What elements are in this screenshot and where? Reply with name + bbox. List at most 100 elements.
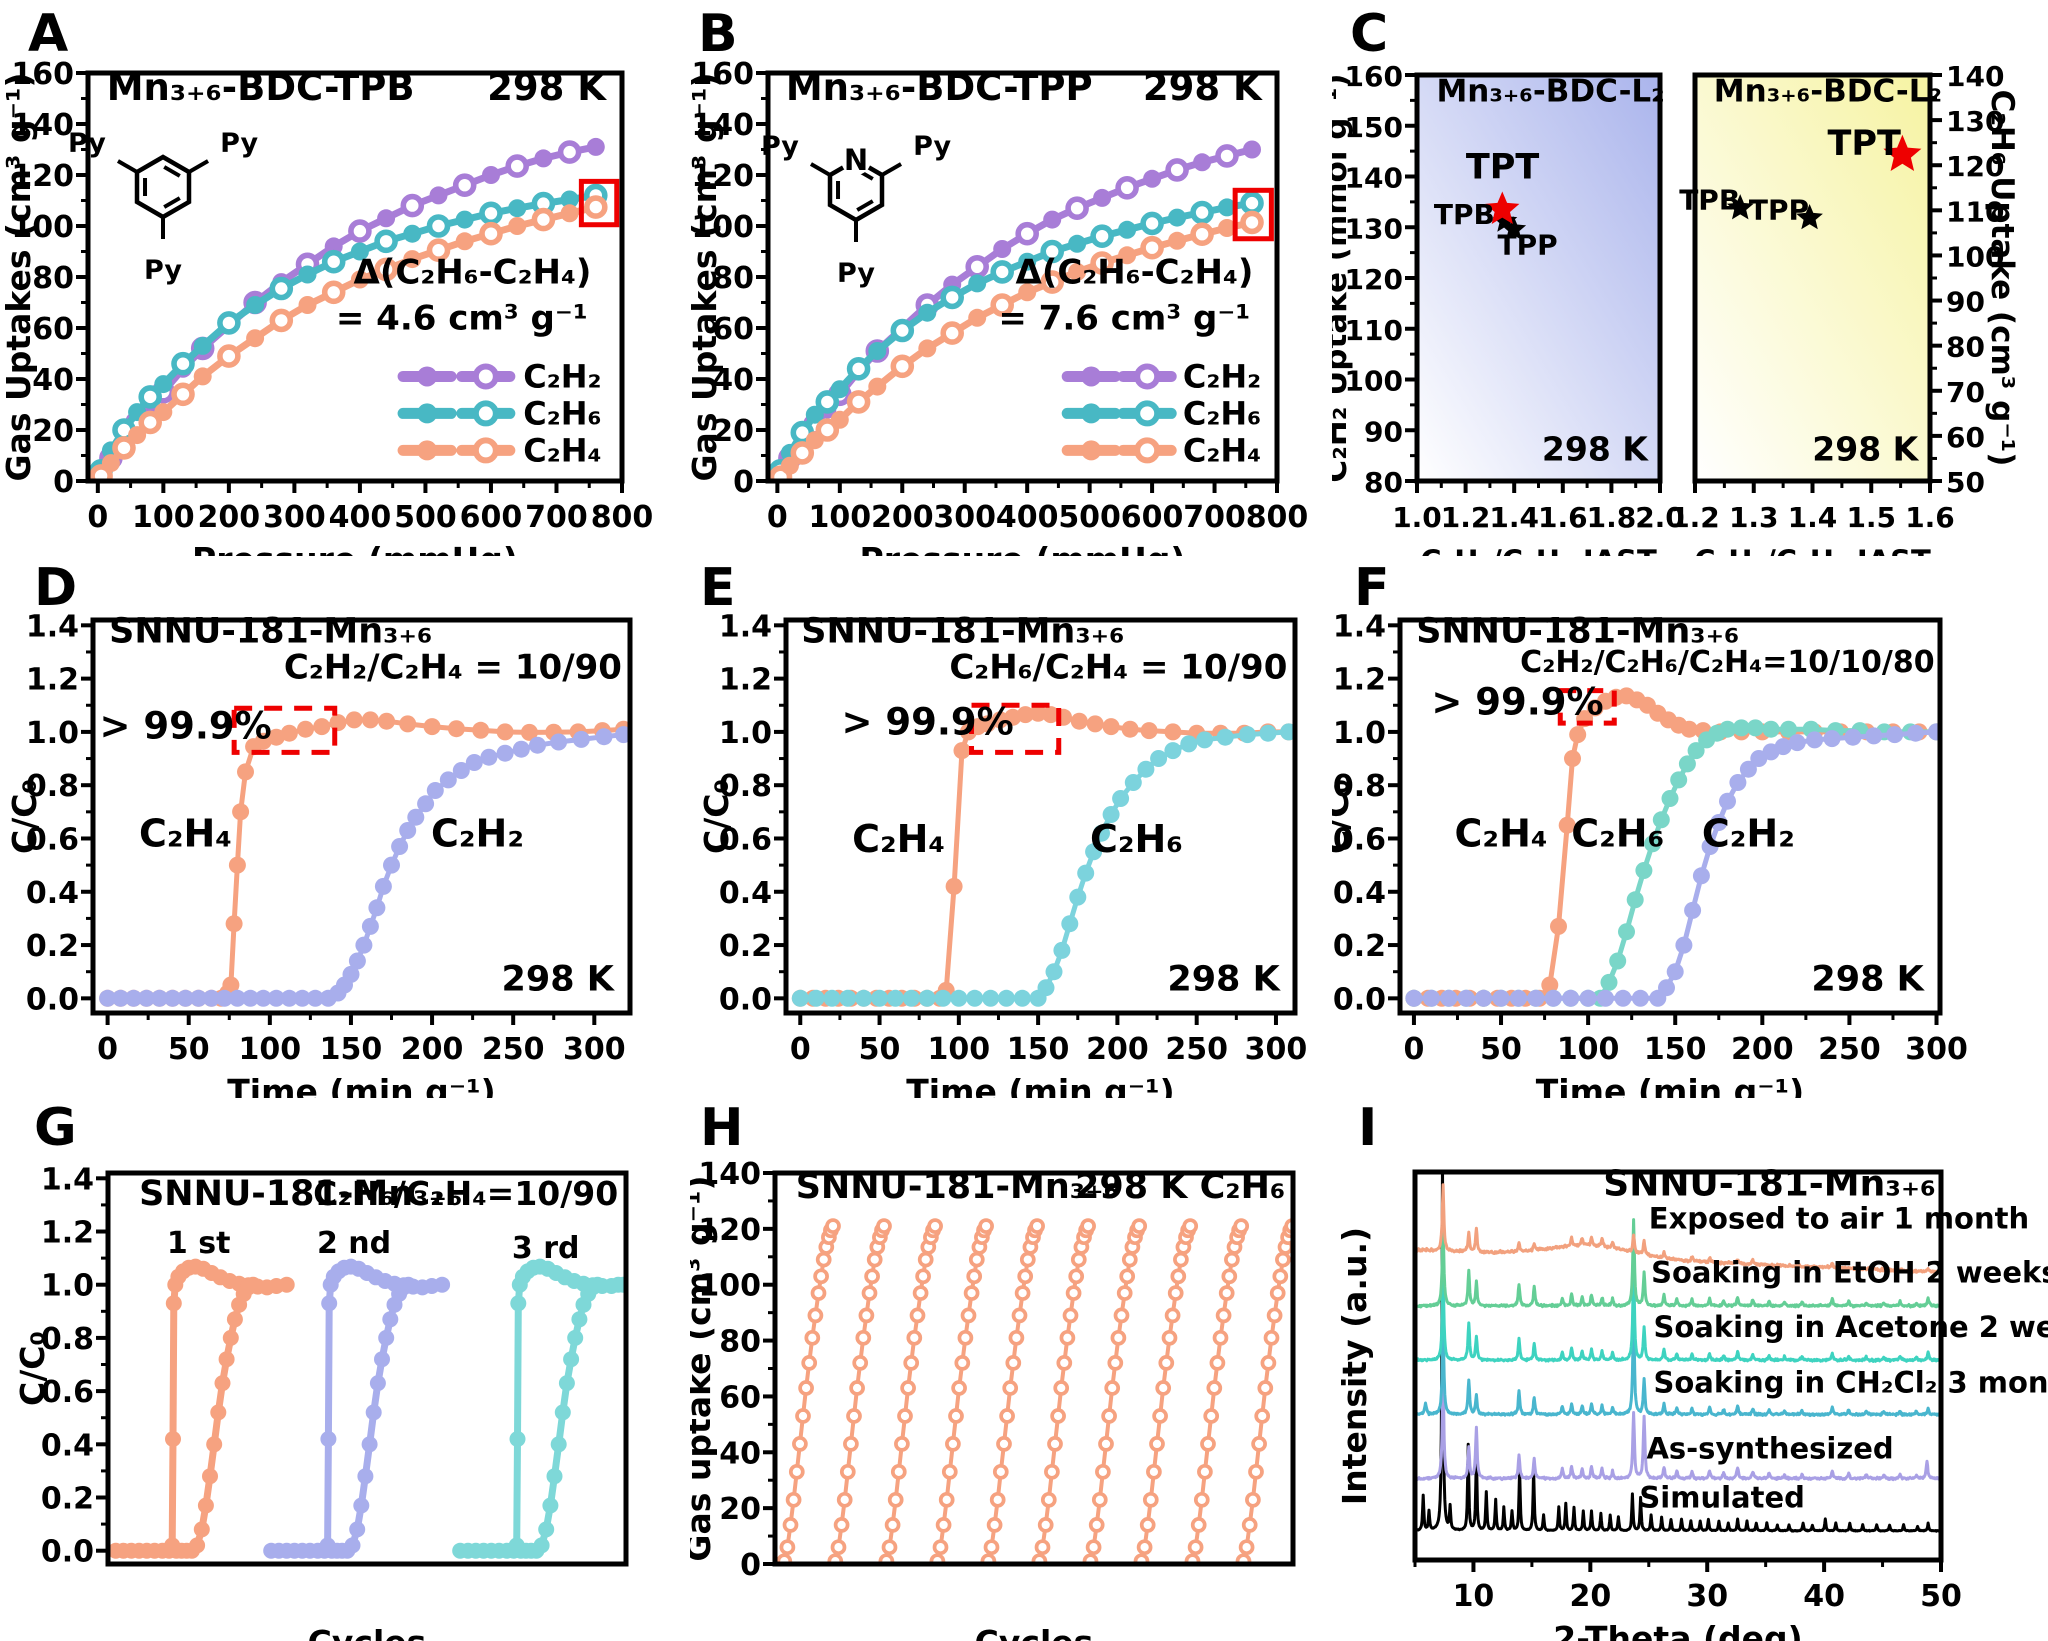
svg-text:0: 0 [1403, 1032, 1424, 1067]
svg-text:Intensity (a.u.): Intensity (a.u.) [1335, 1227, 1374, 1505]
svg-text:C/C₀: C/C₀ [13, 1331, 52, 1406]
svg-text:40: 40 [1803, 1579, 1845, 1614]
svg-text:120: 120 [1946, 150, 2004, 183]
svg-text:50: 50 [168, 1032, 210, 1067]
svg-text:40: 40 [719, 1436, 761, 1471]
svg-text:0: 0 [53, 465, 74, 500]
panel-letter-c: C [1350, 4, 1389, 64]
svg-text:100: 100 [928, 1032, 991, 1067]
svg-text:Exposed to air 1 month: Exposed to air 1 month [1649, 1201, 2029, 1235]
svg-text:Py: Py [144, 255, 182, 286]
svg-text:> 99.9%: > 99.9% [1431, 681, 1603, 724]
svg-text:Mn₃₊₆-BDC-L₂: Mn₃₊₆-BDC-L₂ [1436, 73, 1664, 109]
svg-text:Pressure (mmHg): Pressure (mmHg) [192, 540, 518, 556]
svg-text:140: 140 [691, 108, 754, 143]
svg-text:3 rd: 3 rd [512, 1231, 580, 1266]
svg-text:298 K: 298 K [502, 959, 616, 999]
svg-text:C₂H₂: C₂H₂ [431, 811, 524, 855]
panel-letter-h: H [700, 1098, 744, 1158]
svg-text:500: 500 [1058, 500, 1121, 535]
chart-uptake-cycles: 0 20 40 60 80 100 120 140 Cycles Gas uptake (cm³ … [690, 1157, 1296, 1641]
svg-text:160: 160 [1345, 60, 1403, 93]
svg-text:100: 100 [132, 500, 195, 535]
svg-text:100: 100 [691, 210, 754, 245]
svg-text:Soaking in CH₂Cl₂ 3 months: Soaking in CH₂Cl₂ 3 months [1653, 1365, 2048, 1399]
svg-text:90: 90 [1946, 286, 1985, 319]
svg-text:TPP: TPP [1749, 193, 1809, 226]
svg-text:Cycles: Cycles [308, 1623, 427, 1641]
svg-text:70: 70 [1946, 376, 1985, 409]
svg-text:0.4: 0.4 [41, 1428, 94, 1463]
svg-text:50: 50 [1946, 466, 1985, 499]
svg-text:110: 110 [1946, 195, 2004, 228]
svg-text:TPB: TPB [1434, 198, 1495, 231]
svg-text:Soaking in EtOH 2 weeks: Soaking in EtOH 2 weeks [1651, 1256, 2048, 1290]
svg-text:C₂H₄: C₂H₄ [1183, 431, 1261, 469]
svg-text:60: 60 [712, 312, 754, 347]
svg-text:400: 400 [329, 500, 392, 535]
svg-text:1.4: 1.4 [26, 609, 79, 644]
svg-text:2.0: 2.0 [1635, 501, 1685, 534]
svg-text:Gas Uptakes (cm³ g⁻¹): Gas Uptakes (cm³ g⁻¹) [690, 72, 724, 481]
svg-text:20: 20 [32, 414, 74, 449]
svg-text:100: 100 [11, 210, 74, 245]
svg-text:300: 300 [1245, 1032, 1308, 1067]
svg-text:N: N [844, 143, 868, 177]
svg-text:298 K C₂H₆: 298 K C₂H₆ [1075, 1167, 1285, 1207]
svg-text:100: 100 [1557, 1032, 1620, 1067]
svg-text:120: 120 [691, 159, 754, 194]
panel-e: E 0 50 100 150 200 250 300 0.0 0.2 0.4 0.6 0.8 1.0 1.… [690, 556, 1332, 1098]
svg-text:600: 600 [1121, 500, 1184, 535]
svg-text:150: 150 [320, 1032, 383, 1067]
svg-text:0.4: 0.4 [719, 876, 772, 911]
svg-text:1.2: 1.2 [1333, 663, 1386, 698]
svg-text:1.0: 1.0 [41, 1269, 94, 1304]
svg-text:TPT: TPT [1466, 148, 1540, 188]
svg-text:= 4.6 cm³ g⁻¹: = 4.6 cm³ g⁻¹ [336, 298, 588, 338]
svg-text:80: 80 [32, 261, 74, 296]
svg-text:0.2: 0.2 [1333, 929, 1386, 964]
svg-text:1.3: 1.3 [1729, 501, 1779, 534]
svg-text:0.8: 0.8 [1333, 769, 1386, 804]
svg-text:C₂H₂: C₂H₂ [1702, 811, 1795, 855]
panel-letter-i: I [1358, 1098, 1378, 1158]
svg-text:0.0: 0.0 [719, 982, 772, 1017]
svg-text:1.6: 1.6 [1905, 501, 1955, 534]
svg-text:1.0: 1.0 [1392, 501, 1442, 534]
svg-text:140: 140 [1345, 162, 1403, 195]
svg-text:298 K: 298 K [1812, 430, 1919, 469]
svg-text:1.2: 1.2 [1670, 501, 1720, 534]
svg-text:800: 800 [591, 500, 654, 535]
panel-letter-d: D [34, 558, 78, 618]
svg-text:120: 120 [1345, 263, 1403, 296]
svg-text:Gas uptake (cm³ g⁻¹): Gas uptake (cm³ g⁻¹) [690, 1175, 718, 1561]
svg-text:100: 100 [1345, 365, 1403, 398]
svg-text:100: 100 [1946, 240, 2004, 273]
svg-text:50: 50 [859, 1032, 901, 1067]
svg-text:C/C₀: C/C₀ [1332, 779, 1356, 854]
svg-text:700: 700 [1183, 500, 1246, 535]
svg-text:298 K: 298 K [1542, 430, 1649, 469]
svg-text:60: 60 [1946, 421, 1985, 454]
chart-breakthrough-c2h6-c2h4: 0 50 100 150 200 250 300 0.0 0.2 0.4 0.6 0.8 1.0 1.2 1… [697, 609, 1308, 1098]
svg-text:Py: Py [913, 131, 951, 162]
svg-text:C₂H₆ Uptake (cm³ g⁻¹): C₂H₆ Uptake (cm³ g⁻¹) [1984, 90, 2020, 467]
svg-text:130: 130 [1345, 212, 1403, 245]
svg-text:0.8: 0.8 [719, 769, 772, 804]
svg-text:800: 800 [1246, 500, 1309, 535]
svg-text:0.4: 0.4 [1333, 876, 1386, 911]
svg-text:C₂H₆/C₂H₄ = 10/90: C₂H₆/C₂H₄ = 10/90 [949, 648, 1287, 688]
svg-text:90: 90 [1364, 415, 1403, 448]
svg-text:40: 40 [712, 363, 754, 398]
svg-text:150: 150 [1007, 1032, 1070, 1067]
svg-text:C₂H₂ Uptake (mmol g⁻¹): C₂H₂ Uptake (mmol g⁻¹) [1332, 73, 1354, 482]
svg-text:Mn₃₊₆-BDC-TPP: Mn₃₊₆-BDC-TPP [786, 66, 1093, 109]
svg-text:200: 200 [198, 500, 261, 535]
svg-text:1.4: 1.4 [1333, 609, 1386, 644]
svg-text:SNNU-181-Mn₃₊₆: SNNU-181-Mn₃₊₆ [139, 1174, 462, 1214]
svg-text:2-Theta (deg): 2-Theta (deg) [1553, 1619, 1803, 1641]
svg-text:= 7.6 cm³ g⁻¹: = 7.6 cm³ g⁻¹ [998, 298, 1250, 338]
svg-text:C₂H₆: C₂H₆ [1183, 394, 1261, 432]
